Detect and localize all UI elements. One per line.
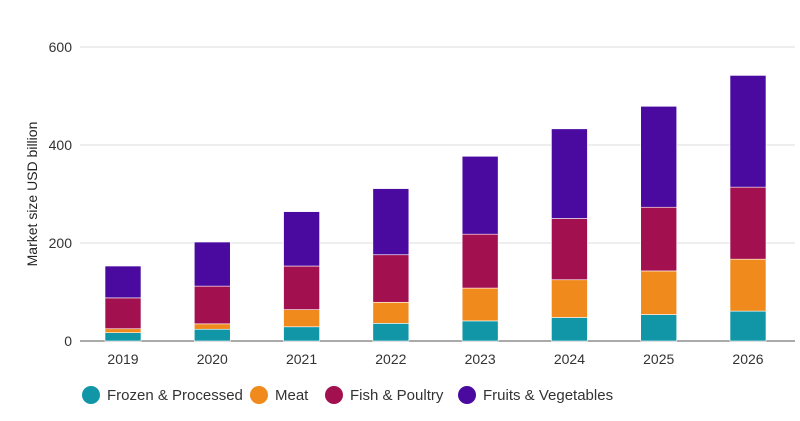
legend-swatch <box>250 386 268 404</box>
bar-segment <box>640 105 678 208</box>
bar-segment <box>104 328 142 333</box>
legend-item: Fruits & Vegetables <box>458 386 613 404</box>
bar-segment <box>193 328 231 342</box>
legend-item: Frozen & Processed <box>82 386 243 404</box>
bar-stack-2019 <box>104 265 142 342</box>
bar-segment <box>104 265 142 299</box>
bar-segment <box>551 128 588 219</box>
legend-label: Fruits & Vegetables <box>483 387 613 404</box>
bar-stack-2026 <box>729 75 767 342</box>
bar-segment <box>461 233 499 289</box>
bar-segment <box>193 323 231 330</box>
bar-segment <box>461 320 499 342</box>
bars <box>104 75 767 342</box>
x-tick-label: 2019 <box>107 351 138 367</box>
bar-segment <box>640 270 678 315</box>
bar-segment <box>372 254 410 303</box>
y-axis-ticks: 0 200 400 600 <box>49 39 73 349</box>
x-tick-label: 2021 <box>286 351 317 367</box>
bar-segment <box>372 323 410 342</box>
bar-segment <box>729 75 767 188</box>
bar-segment <box>283 309 320 328</box>
bar-segment <box>193 285 231 325</box>
bar-stack-2020 <box>193 241 231 342</box>
bar-segment <box>461 287 499 322</box>
legend-swatch <box>458 386 476 404</box>
bar-segment <box>104 332 142 342</box>
bar-segment <box>283 265 320 310</box>
legend-label: Frozen & Processed <box>107 387 243 404</box>
bar-segment <box>729 258 767 312</box>
y-axis-title: Market size USD billion <box>24 122 40 267</box>
x-tick-label: 2022 <box>375 351 406 367</box>
legend-swatch <box>82 386 100 404</box>
bar-stack-2021 <box>283 211 320 342</box>
gridlines <box>80 46 795 342</box>
bar-segment <box>640 206 678 272</box>
bar-segment <box>551 218 588 281</box>
bar-segment <box>461 155 499 235</box>
y-tick-label: 200 <box>49 235 73 251</box>
bar-segment <box>729 310 767 342</box>
bar-segment <box>729 186 767 260</box>
y-tick-label: 600 <box>49 39 73 55</box>
x-tick-label: 2023 <box>465 351 496 367</box>
y-tick-label: 400 <box>49 137 73 153</box>
bar-segment <box>193 241 231 287</box>
bar-segment <box>640 314 678 342</box>
legend-label: Fish & Poultry <box>350 387 444 404</box>
y-tick-label: 0 <box>64 333 72 349</box>
bar-segment <box>372 301 410 324</box>
bar-segment <box>104 297 142 330</box>
bar-segment <box>283 326 320 342</box>
bar-segment <box>551 279 588 318</box>
x-tick-label: 2020 <box>197 351 228 367</box>
bar-stack-2024 <box>551 128 588 342</box>
bar-segment <box>283 211 320 267</box>
x-axis-ticks: 2019 2020 2021 2022 2023 2024 2025 2026 <box>107 351 763 367</box>
x-tick-label: 2026 <box>732 351 763 367</box>
bar-stack-2023 <box>461 155 499 342</box>
legend-label: Meat <box>275 387 309 404</box>
legend-swatch <box>325 386 343 404</box>
bar-segment <box>372 188 410 256</box>
bar-stack-2022 <box>372 188 410 342</box>
bar-segment <box>551 317 588 342</box>
legend-item: Meat <box>250 386 309 404</box>
legend: Frozen & Processed Meat Fish & Poultry Frui… <box>82 386 613 404</box>
x-tick-label: 2025 <box>643 351 674 367</box>
x-tick-label: 2024 <box>554 351 585 367</box>
legend-item: Fish & Poultry <box>325 386 444 404</box>
bar-stack-2025 <box>640 105 678 342</box>
